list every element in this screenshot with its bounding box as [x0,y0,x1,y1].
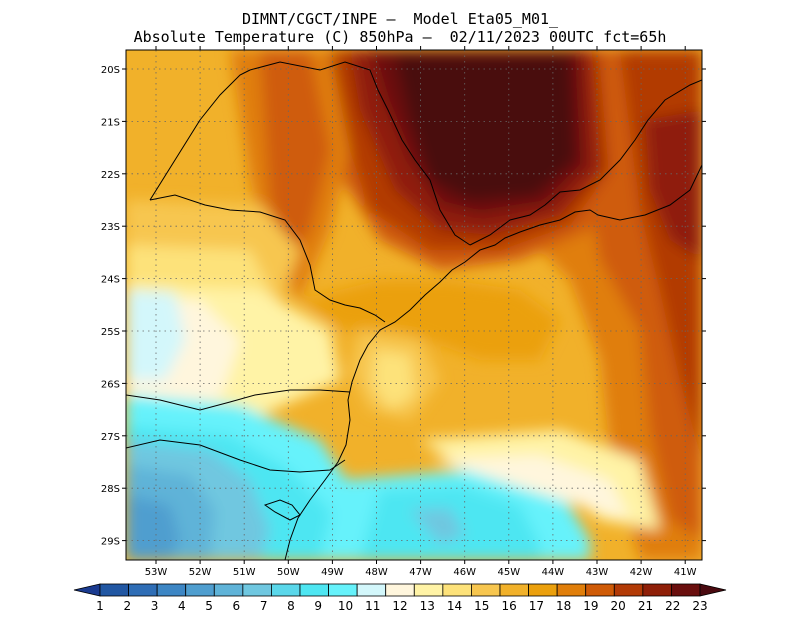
colorbar-swatch [613,583,644,597]
coastline-and-borders [126,61,702,560]
colorbar-label: 13 [420,599,435,613]
lat-tick-label: 22S [101,170,120,181]
state-border-pr-sc [126,389,351,411]
colorbar-swatch [185,583,215,597]
colorbar-label: 14 [447,599,462,613]
lon-tick-label: 43W [586,567,609,578]
colorbar-label: 16 [501,599,516,613]
lon-tick-label: 44W [542,567,565,578]
lon-tick-label: 53W [145,567,168,578]
colorbar-swatch [528,583,558,597]
lat-tick-label: 25S [101,327,120,338]
lat-tick-label: 20S [101,65,120,76]
colorbar-label: 9 [314,599,322,613]
colorbar-label: 2 [123,599,131,613]
lon-tick-label: 48W [365,567,388,578]
colorbar-label: 7 [260,599,268,613]
colorbar-swatch [413,583,444,597]
colorbar-label: 3 [151,599,159,613]
colorbar-min-extension [73,583,101,597]
state-border-ms-sp [149,69,251,201]
colorbar-swatch [499,583,529,597]
colorbar-swatch [585,583,615,597]
lagoa-dos-patos [263,499,301,521]
lon-tick-label: 50W [277,567,300,578]
lat-tick-label: 23S [101,222,120,233]
lon-tick-label: 51W [233,567,256,578]
colorbar-swatch [556,583,587,597]
temperature-field [126,50,702,560]
coastline [284,164,702,560]
colorbar-swatch [128,583,158,597]
colorbar-swatch [99,583,129,597]
colorbar-label: 5 [205,599,213,613]
colorbar-swatch [271,583,301,597]
state-border-mg-rj [469,79,702,246]
longitude-axis: 53W 52W 51W 50W 49W 48W 47W 46W 45W 44W 43W 42W 41W [145,46,697,578]
colorbar-label: 19 [583,599,598,613]
map-frame [125,49,703,561]
state-border-sc-rs [126,439,346,473]
colorbar-label: 17 [529,599,544,613]
colorbar-swatch [328,583,358,597]
colorbar-label: 21 [638,599,653,613]
lon-tick-label: 45W [497,567,520,578]
title-line-2: Absolute Temperature (C) 850hPa – 02/11/… [133,28,667,46]
colorbar: 1 2 3 4 5 6 7 8 9 10 11 12 13 14 15 16 17 18 19 20 21 22 23 [73,583,727,613]
colorbar-label: 22 [665,599,680,613]
lon-tick-label: 42W [630,567,653,578]
title-line-1: DIMNT/CGCT/INPE – Model Eta05_M01_ [241,10,559,28]
lon-tick-label: 49W [321,567,344,578]
colorbar-swatch [385,583,415,597]
colorbar-label: 1 [96,599,104,613]
latitude-axis: 20S 21S 22S 23S 24S 25S 26S 27S 28S 29S [101,65,706,548]
lat-tick-label: 29S [101,537,120,548]
lat-tick-label: 26S [101,379,120,390]
lon-tick-label: 47W [409,567,432,578]
colorbar-max-extension [699,583,727,597]
colorbar-label: 18 [556,599,571,613]
colorbar-swatch [242,583,272,597]
colorbar-swatch [156,583,187,597]
colorbar-label: 11 [365,599,380,613]
lon-tick-label: 41W [674,567,697,578]
colorbar-swatch [671,583,701,597]
gridlines [126,50,702,560]
colorbar-label: 15 [474,599,489,613]
state-border-mg-sp [249,61,471,246]
state-border-sp-pr [149,194,386,323]
colorbar-label: 6 [233,599,241,613]
colorbar-label: 23 [692,599,707,613]
colorbar-label: 8 [287,599,295,613]
colorbar-label: 10 [338,599,353,613]
lat-tick-label: 24S [101,275,120,286]
colorbar-swatch [642,583,672,597]
colorbar-label: 12 [392,599,407,613]
lat-tick-label: 27S [101,432,120,443]
colorbar-swatch [213,583,244,597]
colorbar-swatch [299,583,329,597]
lat-tick-label: 28S [101,484,120,495]
colorbar-swatch [471,583,501,597]
colorbar-label: 20 [611,599,626,613]
lon-tick-label: 52W [189,567,212,578]
colorbar-swatch [442,583,472,597]
colorbar-label: 4 [178,599,186,613]
lon-tick-label: 46W [453,567,476,578]
colorbar-swatch [356,583,387,597]
lat-tick-label: 21S [101,117,120,128]
